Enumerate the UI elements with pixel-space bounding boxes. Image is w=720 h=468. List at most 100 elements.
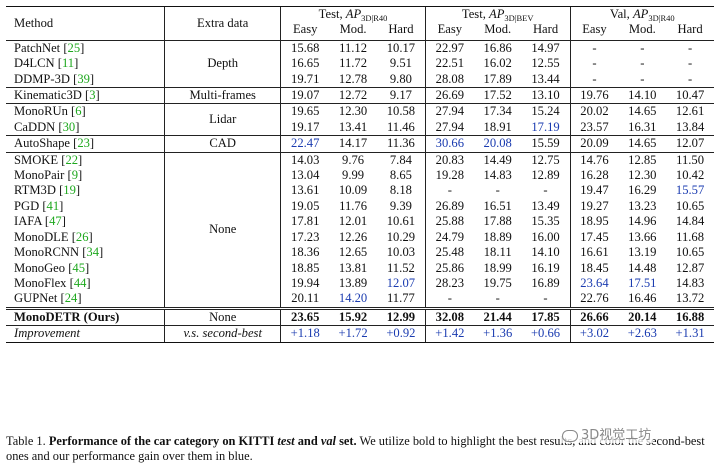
value-cell: 28.23 [424, 275, 474, 292]
value-cell: 11.12 [329, 39, 377, 57]
improvement-value-cell: +0.92 [376, 325, 426, 343]
bracket: [ [81, 88, 90, 103]
value-cell: 17.51 [628, 275, 657, 290]
improvement-row: Improvement v.s. second-best +1.18 +1.72 +0.… [6, 325, 714, 343]
table-row: DDMP-3D [39] 19.71 12.78 9.80 28.08 17.89 13.4… [6, 71, 714, 88]
value-cell: 13.81 [338, 260, 368, 275]
value-cell: 22.47 [280, 135, 330, 153]
value-cell: 11.36 [376, 135, 426, 153]
value-cell: 19.71 [280, 71, 330, 88]
citation-link[interactable]: 25 [67, 40, 81, 55]
table-row: CaDDN [30] 19.17 13.41 11.46 27.94 18.91 17.19… [6, 119, 714, 136]
table-row: RTM3D [19] 13.61 10.09 8.18- - -19.47 16.29 15.… [6, 183, 714, 199]
value-cell: 25.86 [424, 260, 474, 276]
value-cell: 13.41 [338, 119, 368, 134]
value-cell: 13.19 [628, 245, 657, 260]
value-cell: 18.99 [483, 260, 512, 275]
ours-value-cell: 15.92 [329, 306, 377, 326]
improvement-value-cell: +1.31 [666, 325, 714, 343]
caption-test: test [277, 434, 295, 448]
citation-link[interactable]: 45 [72, 260, 86, 275]
citation-link[interactable]: 47 [49, 214, 62, 229]
value-cell: 18.45 [569, 260, 619, 276]
value-cell: 16.00 [531, 229, 560, 244]
bracket: [ [60, 40, 68, 55]
citation-link[interactable]: 24 [64, 291, 78, 306]
value-cell: 14.65 [618, 103, 667, 120]
table-row: MonoDLE [26] 17.23 12.26 10.29 24.79 18.89 16.… [6, 229, 714, 246]
bracket: [ [67, 104, 76, 119]
value-cell: - [424, 183, 474, 199]
method-name: MonoDLE [14, 229, 69, 244]
method-name: CaDDN [14, 119, 56, 134]
ours-value-cell: 23.65 [280, 306, 330, 326]
value-cell: 17.34 [473, 103, 522, 120]
value-cell: 27.94 [424, 119, 474, 136]
header-row-2: Easy Mod. Hard Easy Mod. Hard Easy Mod. … [6, 22, 714, 41]
value-cell: 12.07 [666, 135, 714, 153]
citation-link[interactable]: 39 [77, 71, 90, 86]
value-cell: 10.65 [675, 198, 705, 213]
value-cell: 9.51 [389, 56, 412, 71]
citation-link[interactable]: 34 [86, 245, 100, 260]
value-cell: 14.10 [618, 87, 667, 104]
table-row: MonoRCNN [34] 18.36 12.65 10.03 25.48 18.11 14… [6, 245, 714, 261]
improvement-extra: v.s. second-best [164, 325, 281, 343]
value-cell: 19.05 [280, 198, 330, 215]
value-cell: - [569, 56, 619, 72]
value-cell: - [495, 183, 500, 198]
method-cell: MonoRCNN [34] [6, 245, 165, 260]
watermark-text: 3D视觉工坊 [581, 428, 652, 443]
table-row: MonoFlex [44] 19.94 13.89 12.07 28.23 19.75 16… [6, 275, 714, 292]
citation-link[interactable]: 44 [73, 275, 87, 290]
bracket: ] [74, 56, 79, 71]
method-cell: GUPNet [24] [6, 291, 165, 308]
value-cell: 13.84 [675, 119, 705, 134]
header-hard: Hard [677, 22, 703, 37]
value-cell: 16.61 [569, 245, 619, 261]
value-cell: 19.47 [569, 183, 619, 199]
improvement-value-cell: +1.18 [280, 325, 330, 343]
bracket: ] [89, 136, 95, 151]
value-cell: 26.69 [424, 87, 474, 104]
value-cell: - [543, 183, 548, 198]
value-cell: 20.02 [569, 103, 619, 120]
value-cell: 14.17 [329, 135, 377, 153]
bracket: [ [55, 119, 63, 134]
table-caption: Table 1. Performance of the car category… [6, 434, 714, 464]
citation-link[interactable]: 3 [89, 88, 96, 103]
bracket: [ [66, 275, 74, 290]
citation-link[interactable]: 6 [75, 104, 82, 119]
citation-link[interactable]: 26 [75, 229, 89, 244]
value-cell: 11.50 [666, 151, 714, 169]
method-name: PatchNet [14, 40, 61, 55]
method-cell: MonoDLE [26] [6, 230, 165, 245]
table-row: IAFA [47] 17.81 12.01 10.61 25.88 17.88 15.35 1… [6, 214, 714, 230]
value-cell: 17.89 [483, 71, 512, 86]
ours-value-cell: 20.14 [618, 306, 667, 326]
bracket: ] [81, 104, 86, 119]
bracket: ] [99, 245, 104, 260]
table-row: AutoShape [23] CAD 22.47 14.17 11.36 30.66 20.… [6, 135, 714, 153]
value-cell: 9.39 [389, 198, 412, 213]
citation-link[interactable]: 19 [63, 183, 76, 198]
value-cell: 12.30 [628, 168, 657, 183]
results-table-container: Method Extra data Test, AP3D|R40 Test, A… [6, 6, 714, 343]
value-cell: 23.57 [569, 119, 619, 136]
value-cell: 18.11 [483, 245, 512, 260]
header-easy: Easy [280, 22, 330, 41]
header-moderate: Mod. [339, 22, 367, 37]
bracket: ] [78, 152, 83, 167]
value-cell: 15.68 [280, 39, 330, 57]
citation-link[interactable]: 9 [71, 168, 79, 183]
value-cell: 10.17 [376, 39, 426, 57]
citation-link[interactable]: 23 [77, 136, 90, 151]
citation-link[interactable]: 30 [62, 119, 76, 134]
citation-link[interactable]: 11 [61, 56, 75, 71]
bracket: ] [75, 183, 81, 198]
citation-link[interactable]: 22 [65, 152, 79, 167]
bracket: ] [85, 260, 90, 275]
method-name: MonoRUn [14, 104, 68, 119]
citation-link[interactable]: 41 [46, 198, 60, 213]
bracket: [ [79, 245, 87, 260]
